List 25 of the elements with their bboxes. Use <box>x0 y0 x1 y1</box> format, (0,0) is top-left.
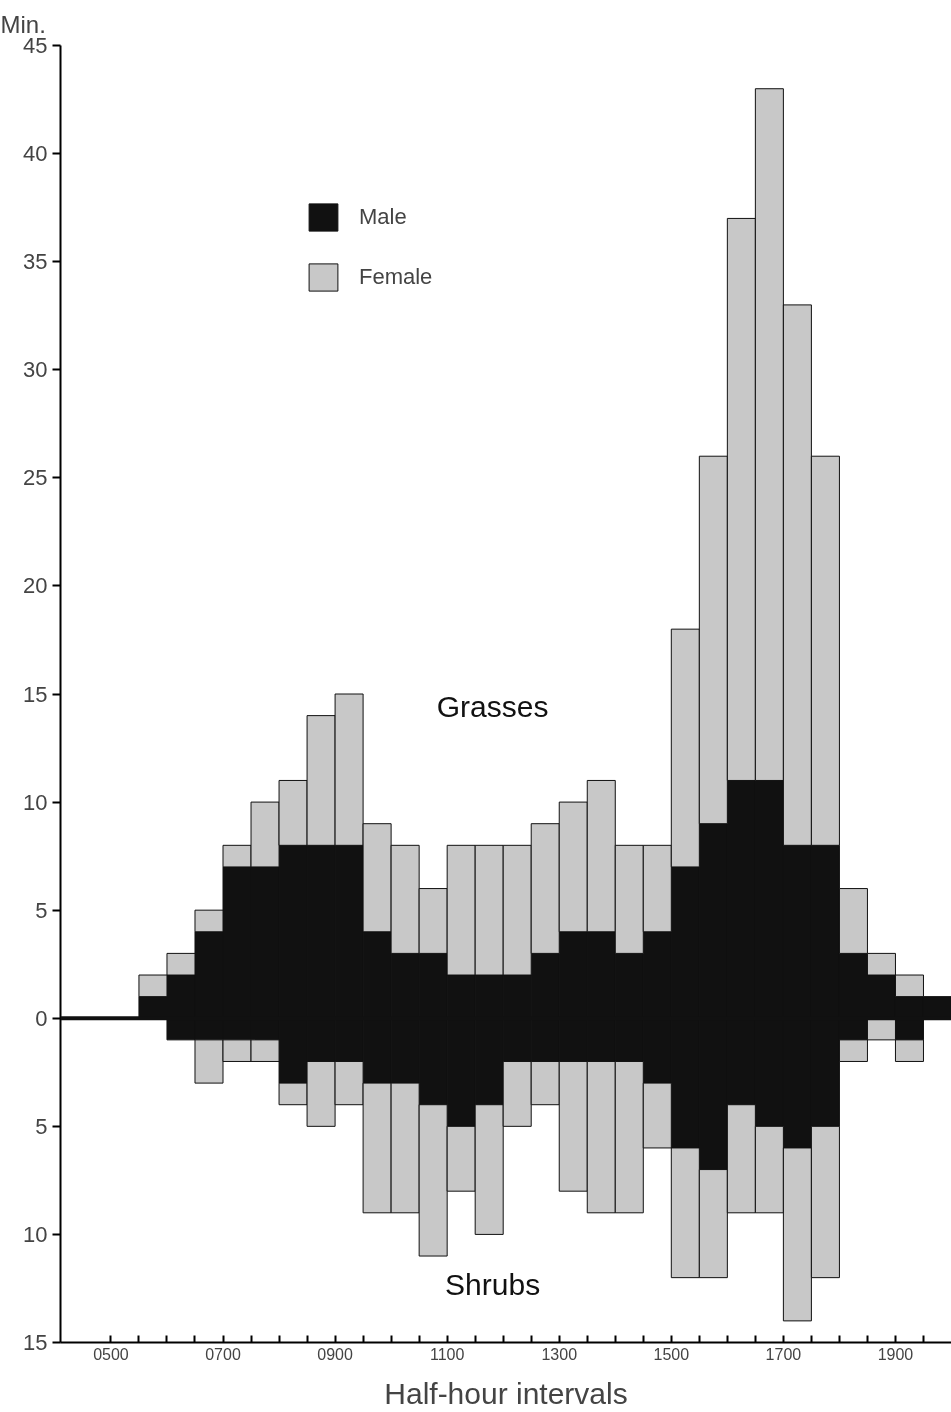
y-tick-label: 35 <box>23 249 48 275</box>
y-tick-label: 10 <box>23 789 48 815</box>
y-tick-label: 5 <box>35 897 48 923</box>
y-tick-label: 25 <box>23 465 48 491</box>
x-axis-title: Half-hour intervals <box>384 1376 628 1410</box>
y-tick-label: 20 <box>23 573 48 599</box>
annotation: Shrubs <box>445 1267 541 1301</box>
y-tick-label: 5 <box>35 1113 48 1139</box>
annotation: Grasses <box>436 690 549 724</box>
x-tick-label: 1500 <box>653 1345 690 1363</box>
y-tick-label: 15 <box>23 681 48 707</box>
legend-label: Male <box>359 204 407 230</box>
y-tick-label: 15 <box>23 1330 48 1355</box>
y-tick-label: 10 <box>23 1221 48 1247</box>
y-tick-label: 30 <box>23 357 48 383</box>
y-tick-label: 40 <box>23 141 48 167</box>
x-tick-label: 1300 <box>541 1345 578 1363</box>
x-tick-label: 1900 <box>877 1345 914 1363</box>
x-tick-label: 0700 <box>205 1345 241 1363</box>
x-tick-label: 1700 <box>765 1345 802 1363</box>
x-tick-label: 1100 <box>429 1345 465 1363</box>
legend-label: Female <box>359 264 433 290</box>
x-tick-label: 0900 <box>317 1345 353 1363</box>
x-tick-label: 0500 <box>93 1345 129 1363</box>
y-tick-label: 0 <box>35 1005 48 1031</box>
